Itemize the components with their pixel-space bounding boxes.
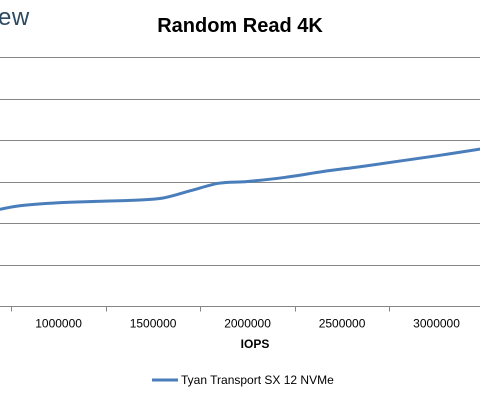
legend: Tyan Transport SX 12 NVMe — [152, 373, 334, 387]
x-tick-label-5: 3000000 — [413, 317, 460, 331]
legend-label: Tyan Transport SX 12 NVMe — [181, 373, 334, 387]
x-axis-ticks: 1000000 1500000 2000000 2500000 3000000 — [11, 306, 460, 331]
series-line-1 — [0, 147, 480, 211]
x-tick-label-2: 1500000 — [130, 317, 177, 331]
x-tick-label-1: 1000000 — [35, 317, 82, 331]
x-tick-label-4: 2500000 — [319, 317, 366, 331]
gridlines — [0, 57, 480, 266]
x-tick-label-3: 2000000 — [224, 317, 271, 331]
x-axis-label: IOPS — [241, 337, 270, 351]
watermark-logo: ew — [0, 4, 30, 31]
series-layer — [0, 147, 480, 211]
chart-title: Random Read 4K — [157, 15, 323, 37]
